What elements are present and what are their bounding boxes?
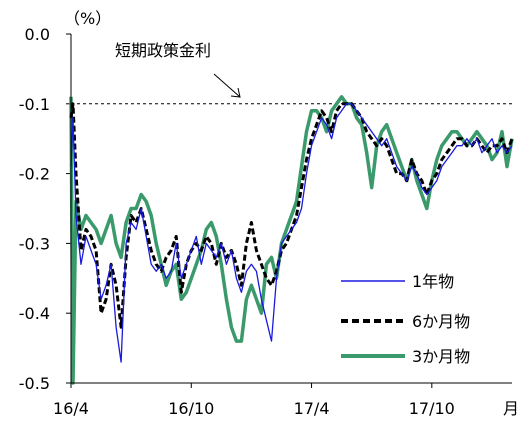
legend-label-3m: 3か月物 xyxy=(412,347,470,366)
x-axis: 16/4 16/10 17/4 17/10 xyxy=(53,383,455,418)
y-axis: 0.0 -0.1 -0.2 -0.3 -0.4 -0.5 xyxy=(19,25,71,393)
y-unit-label: （%） xyxy=(64,9,111,28)
y-tick-label: -0.4 xyxy=(19,304,50,323)
series-3m-line xyxy=(69,95,514,385)
policy-rate-arrow xyxy=(213,73,241,98)
y-tick-label: -0.3 xyxy=(19,234,50,253)
x-tick-label: 17/4 xyxy=(294,399,330,418)
legend-label-1y: 1年物 xyxy=(412,272,454,291)
series-1y-line xyxy=(70,103,513,363)
y-tick-label: 0.0 xyxy=(25,25,50,44)
x-axis-label: 月 xyxy=(503,399,519,418)
policy-rate-label: 短期政策金利 xyxy=(115,41,211,60)
legend: 1年物 6か月物 3か月物 xyxy=(341,272,470,366)
y-tick-label: -0.1 xyxy=(19,95,50,114)
legend-label-6m: 6か月物 xyxy=(412,312,470,331)
y-tick-label: -0.5 xyxy=(19,374,50,393)
y-tick-label: -0.2 xyxy=(19,165,50,184)
x-tick-label: 16/4 xyxy=(53,399,89,418)
x-tick-label: 16/10 xyxy=(168,399,214,418)
x-tick-label: 17/10 xyxy=(409,399,455,418)
